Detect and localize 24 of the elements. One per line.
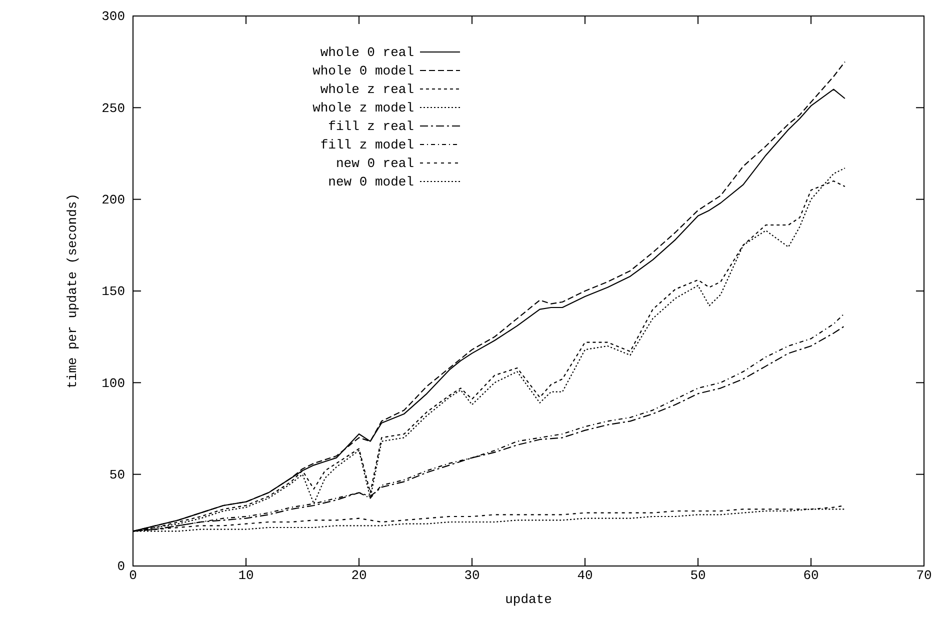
x-tick-label: 40 [577, 568, 593, 584]
x-tick-label: 50 [690, 568, 706, 584]
legend-label: fill z real [328, 119, 414, 134]
y-tick-label: 250 [102, 100, 125, 116]
legend-label: whole z model [312, 100, 414, 116]
x-tick-label: 30 [464, 568, 480, 584]
y-axis-title: time per update (seconds) [65, 193, 80, 389]
x-axis-title: update [505, 592, 552, 607]
legend-label: whole 0 real [320, 45, 414, 60]
y-tick-label: 200 [102, 192, 125, 208]
y-tick-label: 300 [102, 9, 125, 24]
legend-label: whole z real [320, 82, 414, 97]
legend-label: new 0 model [328, 174, 414, 190]
x-tick-label: 10 [238, 568, 254, 584]
x-tick-label: 20 [351, 568, 367, 584]
y-tick-label: 150 [102, 284, 125, 300]
x-tick-label: 70 [916, 568, 932, 584]
y-tick-label: 50 [109, 467, 125, 482]
legend-label: whole 0 model [312, 64, 414, 78]
x-tick-label: 60 [803, 568, 819, 584]
legend-label: fill z model [320, 138, 414, 152]
y-tick-label: 100 [102, 376, 125, 391]
x-tick-label: 0 [129, 568, 137, 584]
legend-label: new 0 real [336, 156, 414, 171]
